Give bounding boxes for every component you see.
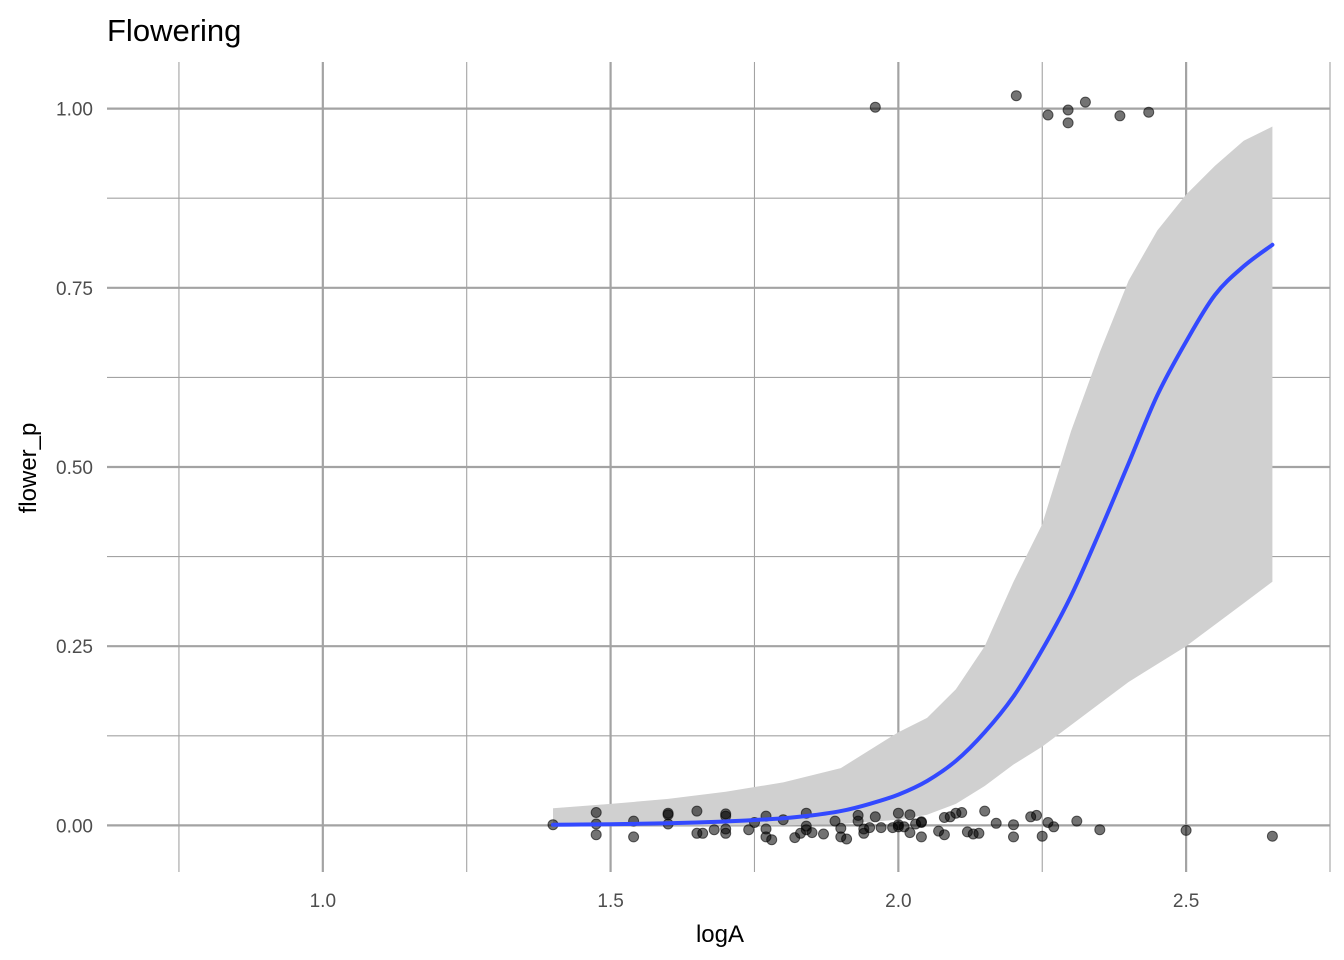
data-point xyxy=(841,833,853,845)
data-point xyxy=(875,822,887,834)
data-point xyxy=(1036,830,1048,842)
data-point xyxy=(691,827,703,839)
data-point xyxy=(1042,109,1054,121)
data-point xyxy=(852,815,864,827)
data-point xyxy=(1094,824,1106,836)
data-point xyxy=(720,827,732,839)
data-point xyxy=(1008,831,1019,843)
data-point xyxy=(892,807,904,819)
data-point xyxy=(590,829,602,841)
data-point xyxy=(1062,117,1074,129)
data-point xyxy=(766,834,778,846)
x-tick-labels: 1.0 1.5 2.0 2.5 xyxy=(310,891,1200,912)
data-point xyxy=(743,824,755,836)
data-point xyxy=(1010,90,1022,102)
data-point xyxy=(818,828,829,840)
y-tick-label: 0.25 xyxy=(56,637,93,658)
y-tick-label: 0.75 xyxy=(56,279,93,300)
data-point xyxy=(1071,815,1083,827)
data-point xyxy=(1143,106,1155,118)
data-point xyxy=(904,827,916,839)
data-point xyxy=(979,805,991,817)
data-point xyxy=(829,815,841,827)
y-tick-label: 1.00 xyxy=(56,100,93,121)
x-tick-label: 1.0 xyxy=(310,891,336,912)
data-point xyxy=(708,824,720,836)
data-point xyxy=(1031,809,1042,821)
confidence-band xyxy=(553,126,1273,826)
data-point xyxy=(869,101,881,113)
data-point xyxy=(628,831,640,843)
data-point xyxy=(869,811,881,823)
data-point xyxy=(1048,821,1060,833)
data-point xyxy=(590,807,602,818)
y-axis-title: flower_p xyxy=(15,423,42,514)
x-tick-label: 2.0 xyxy=(885,891,911,912)
data-point xyxy=(1008,819,1019,831)
data-point xyxy=(1079,96,1091,108)
data-point xyxy=(1114,110,1126,122)
major-grid xyxy=(107,62,1330,872)
data-point xyxy=(915,816,927,828)
y-tick-label: 0.50 xyxy=(56,458,93,479)
y-tick-label: 0.00 xyxy=(56,816,93,837)
x-tick-label: 2.5 xyxy=(1173,891,1199,912)
data-point xyxy=(864,822,876,834)
fit-line xyxy=(551,242,1275,827)
data-point xyxy=(938,829,950,841)
data-point xyxy=(662,807,674,819)
data-point xyxy=(1266,830,1278,842)
data-point xyxy=(904,809,916,821)
data-point xyxy=(1062,104,1074,116)
data-point xyxy=(806,827,818,839)
data-point xyxy=(956,807,968,818)
y-tick-labels: 0.00 0.25 0.50 0.75 1.00 xyxy=(56,100,93,838)
data-point xyxy=(973,827,985,839)
x-axis-title: logA xyxy=(696,921,744,948)
data-point xyxy=(915,831,927,843)
data-point xyxy=(990,817,1002,829)
chart-title: Flowering xyxy=(107,13,241,48)
x-tick-label: 1.5 xyxy=(597,891,623,912)
data-point xyxy=(691,805,703,817)
data-point xyxy=(1180,824,1192,836)
data-points xyxy=(547,90,1278,846)
